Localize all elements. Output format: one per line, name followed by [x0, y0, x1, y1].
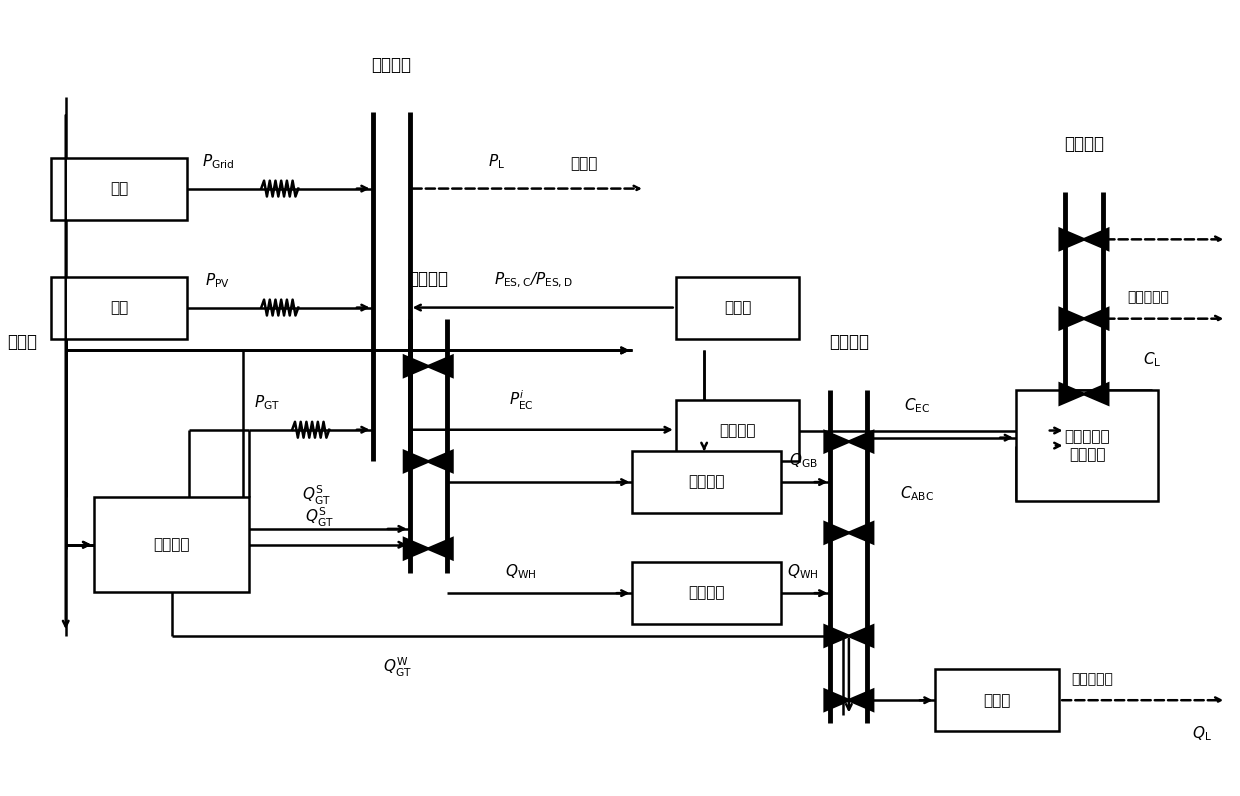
Text: $C_{\rm EC}$: $C_{\rm EC}$: [904, 396, 930, 415]
Polygon shape: [1084, 308, 1109, 329]
Text: $Q_{\rm GT}^{\rm S}$: $Q_{\rm GT}^{\rm S}$: [303, 483, 331, 507]
Polygon shape: [849, 690, 873, 711]
FancyBboxPatch shape: [51, 158, 187, 220]
Text: $C_{\rm L}$: $C_{\rm L}$: [1143, 350, 1161, 369]
Polygon shape: [825, 522, 849, 543]
FancyBboxPatch shape: [51, 277, 187, 338]
Polygon shape: [849, 626, 873, 646]
Text: 换热器: 换热器: [983, 693, 1011, 708]
Text: $Q_{\rm GB}$: $Q_{\rm GB}$: [789, 451, 817, 470]
Polygon shape: [404, 538, 428, 559]
Polygon shape: [428, 451, 453, 472]
Polygon shape: [849, 522, 873, 543]
Text: 热水网路: 热水网路: [828, 334, 869, 352]
Text: $P_{\rm ES,C}$/$P_{\rm ES,D}$: $P_{\rm ES,C}$/$P_{\rm ES,D}$: [494, 271, 573, 290]
Text: $P_{\rm L}$: $P_{\rm L}$: [487, 153, 505, 171]
Polygon shape: [825, 431, 849, 452]
Polygon shape: [1084, 384, 1109, 404]
Text: 电网: 电网: [110, 181, 128, 196]
Text: 蓄电池: 蓄电池: [724, 300, 751, 315]
Polygon shape: [1060, 308, 1084, 329]
Polygon shape: [428, 356, 453, 377]
Text: $Q_{\rm WH}$: $Q_{\rm WH}$: [787, 563, 818, 581]
FancyBboxPatch shape: [676, 400, 800, 462]
Text: 燃气轮机: 燃气轮机: [154, 537, 190, 552]
FancyBboxPatch shape: [935, 669, 1059, 732]
Polygon shape: [1084, 229, 1109, 250]
Polygon shape: [825, 690, 849, 711]
FancyBboxPatch shape: [676, 277, 800, 338]
Text: 烟气网路: 烟气网路: [408, 270, 448, 288]
Polygon shape: [825, 626, 849, 646]
Text: 光伏: 光伏: [110, 300, 128, 315]
Text: 热水型吸收
式制冷机: 热水型吸收 式制冷机: [1064, 429, 1110, 462]
Text: $C_{\rm ABC}$: $C_{\rm ABC}$: [900, 484, 934, 503]
FancyBboxPatch shape: [94, 498, 249, 592]
Text: 余热锅炉: 余热锅炉: [688, 586, 725, 601]
Text: $P_{\rm GT}$: $P_{\rm GT}$: [254, 393, 280, 412]
Text: 电负荷: 电负荷: [570, 156, 598, 171]
Text: $P_{\rm EC}^i$: $P_{\rm EC}^i$: [508, 389, 533, 412]
Text: 电制冷机: 电制冷机: [719, 423, 756, 438]
Text: 天然气: 天然气: [7, 334, 37, 352]
Text: $Q_{\rm WH}$: $Q_{\rm WH}$: [506, 563, 537, 581]
FancyBboxPatch shape: [1016, 390, 1158, 501]
Text: $Q_{\rm GT}^{\rm S}$: $Q_{\rm GT}^{\rm S}$: [305, 505, 334, 529]
FancyBboxPatch shape: [632, 562, 781, 624]
Text: 空气冷负荷: 空气冷负荷: [1127, 291, 1169, 304]
Text: 燃气锅炉: 燃气锅炉: [688, 474, 725, 490]
Text: 电气网路: 电气网路: [371, 56, 412, 74]
Text: 空气网路: 空气网路: [1064, 135, 1104, 153]
Polygon shape: [1060, 229, 1084, 250]
Polygon shape: [1060, 384, 1084, 404]
Polygon shape: [404, 451, 428, 472]
Text: $Q_{\rm L}$: $Q_{\rm L}$: [1192, 724, 1211, 743]
Text: $P_{\rm PV}$: $P_{\rm PV}$: [206, 271, 231, 290]
Polygon shape: [428, 538, 453, 559]
Polygon shape: [404, 356, 428, 377]
FancyBboxPatch shape: [632, 451, 781, 513]
Polygon shape: [849, 431, 873, 452]
Text: $P_{\rm Grid}$: $P_{\rm Grid}$: [202, 153, 234, 171]
Text: 热水热负荷: 热水热负荷: [1071, 672, 1114, 686]
Text: $Q_{\rm GT}^{\rm W}$: $Q_{\rm GT}^{\rm W}$: [383, 656, 412, 679]
